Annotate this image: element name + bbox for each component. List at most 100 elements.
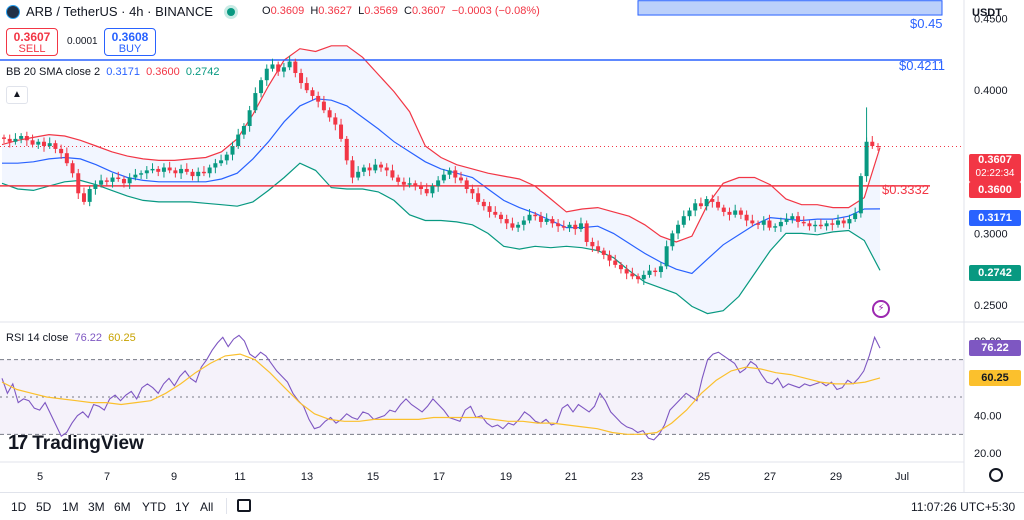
timeframe-3m[interactable]: 3M [88,500,105,514]
candle-body [419,186,424,189]
last-price-tag: 0.3607 02:22:34 [969,154,1021,182]
candle-body [247,110,252,126]
candle-body [836,220,841,225]
candle-body [36,141,41,145]
candle-body [487,206,492,212]
candle-body [396,177,401,182]
candle-body [727,211,732,215]
price-tick-label: 0.3000 [974,228,1008,240]
candle-body [447,170,452,175]
sell-price: 0.3607 [13,30,51,44]
candle-body [230,146,235,155]
rsi-ma-tag: 60.25 [969,370,1021,386]
candle-body [824,223,829,227]
timeframe-1y[interactable]: 1Y [175,500,190,514]
rsi-line [1,334,881,441]
timeframe-6m[interactable]: 6M [114,500,131,514]
candle-body [687,210,692,217]
resistance-zone [637,0,943,16]
symbol-title[interactable]: ARB / TetherUS · 4h · BINANCE [26,4,213,19]
candle-body [196,171,201,177]
tradingview-wordmark: TradingView [32,432,144,454]
candle-body [773,226,778,228]
candle-body [224,154,229,161]
candle-body [99,180,104,185]
candle-body [493,211,498,215]
price-tick-label: 0.4000 [974,85,1008,97]
lightning-icon[interactable]: ⚡ [872,300,890,318]
candle-body [150,168,155,171]
candle-body [413,183,418,187]
time-tick-label: 19 [500,471,512,483]
time-axis-settings-icon[interactable] [989,468,1003,482]
candle-body [30,140,35,145]
candle-body [53,143,58,149]
candle-body [813,224,818,227]
candle-body [110,177,115,182]
timeframe-all[interactable]: All [200,500,214,514]
candle-body [41,141,46,147]
candle-body [516,224,521,228]
timeframe-5d[interactable]: 5D [36,500,52,514]
candle-body [470,188,475,194]
time-tick-label: 9 [171,471,177,483]
candle-body [441,174,446,181]
candle-body [259,80,264,94]
candle-body [104,180,109,182]
candle-body [299,73,304,84]
candle-body [533,214,538,217]
candle-body [304,83,309,91]
bb-upper-line [1,45,881,243]
sell-button[interactable]: 0.3607 SELL [6,28,58,56]
timeframe-1m[interactable]: 1M [62,500,79,514]
candle-body [681,216,686,225]
candle-body [350,160,355,178]
collapse-chevron-icon[interactable]: ▲ [6,86,28,104]
time-tick-label: 5 [37,471,43,483]
clock-display[interactable]: 11:07:26 UTC+5:30 [911,500,1016,514]
timeframe-1d[interactable]: 1D [11,500,27,514]
bb-legend[interactable]: BB 20 SMA close 2 0.3171 0.3600 0.2742 [6,66,220,78]
candle-body [270,64,275,69]
candle-body [24,136,29,141]
candle-body [870,141,875,147]
time-tick-label: 11 [234,471,245,483]
candle-body [796,216,801,222]
candle-body [521,220,526,225]
candle-body [139,173,144,175]
candle-body [464,180,469,189]
toolbar-divider [226,498,227,514]
candle-body [401,181,406,185]
buy-label: BUY [118,43,142,55]
candle-body [853,213,858,220]
lower-band-tag: 0.2742 [969,265,1021,281]
candle-body [584,223,589,242]
rsi-legend[interactable]: RSI 14 close 76.22 60.25 [6,332,136,344]
candle-body [624,269,629,274]
candle-body [384,167,389,171]
candle-body [818,224,823,227]
sell-label: SELL [18,43,46,55]
candle-body [310,90,315,96]
candle-body [87,188,92,202]
candle-body [121,178,126,184]
candle-body [573,224,578,230]
candle-body [721,207,726,212]
bb-lower-line [1,162,881,315]
currency-selector[interactable]: USDT [972,7,1002,19]
candle-body [664,246,669,267]
candle-body [607,254,612,261]
timeframe-ytd[interactable]: YTD [142,500,166,514]
time-tick-label: 7 [104,471,110,483]
calendar-range-icon[interactable] [237,499,251,512]
candle-body [333,117,338,125]
candle-body [756,223,761,225]
candle-body [698,203,703,207]
candle-body [750,220,755,224]
buy-button[interactable]: 0.3608 BUY [104,28,156,56]
candle-body [830,223,835,225]
candle-body [538,216,543,222]
candle-body [561,226,566,228]
